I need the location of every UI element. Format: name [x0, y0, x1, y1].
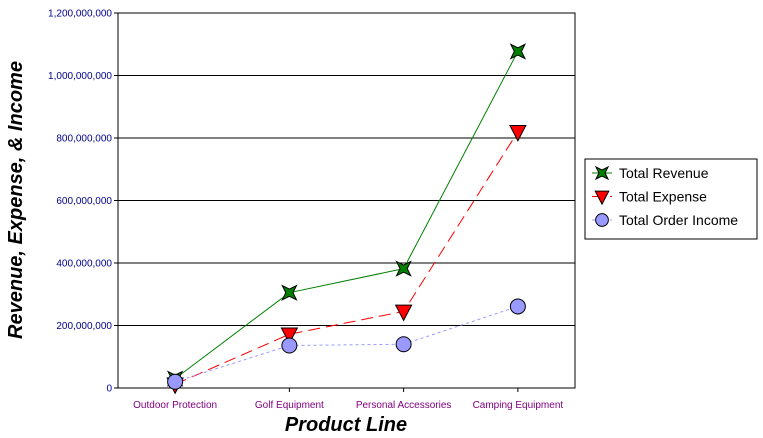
- legend-marker: [595, 213, 609, 227]
- series-line: [174, 51, 519, 380]
- legend-marker: [594, 190, 610, 206]
- legend-item: Total Revenue: [592, 165, 709, 181]
- legend-label: Total Expense: [619, 189, 707, 205]
- y-tick-label: 800,000,000: [56, 134, 112, 145]
- x-tick-label: Golf Equipment: [255, 400, 324, 411]
- data-point: [395, 336, 412, 353]
- legend-label: Total Revenue: [619, 165, 709, 181]
- y-axis-ticks: 0 200,000,000 400,000,000 600,000,000 800,00…: [48, 9, 118, 395]
- x-tick-label: Outdoor Protection: [133, 400, 217, 411]
- y-tick-label: 1,200,000,000: [48, 9, 112, 20]
- series-total-order-income: [167, 298, 526, 390]
- data-point: [509, 298, 526, 315]
- legend-item: Total Expense: [592, 189, 707, 206]
- legend-items: Total Revenue Total Expense Total Order In…: [592, 165, 738, 228]
- series-layer: [166, 43, 527, 395]
- legend-label: Total Order Income: [619, 212, 738, 228]
- data-point: [281, 284, 298, 301]
- y-tick-label: 1,000,000,000: [48, 71, 112, 82]
- grid-lines: [118, 75, 575, 326]
- data-point: [280, 327, 299, 345]
- data-point: [281, 337, 298, 354]
- y-axis-title: Revenue, Expense, & Income: [5, 61, 27, 339]
- legend: Total Revenue Total Expense Total Order In…: [584, 158, 758, 240]
- x-tick-label: Personal Accessories: [356, 400, 452, 411]
- data-point: [167, 373, 184, 390]
- legend-box: [584, 158, 758, 240]
- x-axis-title: Product Line: [285, 414, 407, 436]
- legend-marker: [594, 165, 610, 181]
- legend-item: Total Order Income: [592, 212, 738, 228]
- series-line: [174, 305, 519, 383]
- x-tick-label: Camping Equipment: [473, 400, 564, 411]
- data-point: [509, 43, 527, 60]
- series-line: [174, 131, 519, 385]
- y-tick-label: 400,000,000: [56, 259, 112, 270]
- x-axis-ticks: Outdoor Protection Golf Equipment Personal…: [133, 388, 563, 411]
- y-tick-label: 600,000,000: [56, 196, 112, 207]
- data-point: [509, 124, 527, 142]
- data-point: [395, 260, 412, 277]
- data-point: [394, 304, 413, 322]
- y-tick-label: 200,000,000: [56, 321, 112, 332]
- y-tick-label: 0: [106, 384, 112, 395]
